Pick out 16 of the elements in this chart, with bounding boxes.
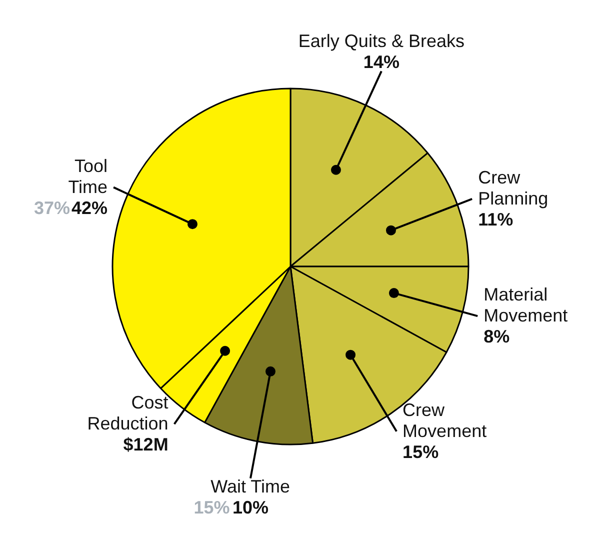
text: 37% [34,198,70,218]
slice-label: Cost Reduction [87,392,168,434]
slice-label: Crew Planning [478,167,548,208]
slice-label: Tool Time [68,156,108,197]
slice-label: Crew Movement [402,400,487,441]
data-label: 8% [484,326,510,347]
data-label: 15% [402,442,439,462]
text: $12M [123,434,168,455]
text: 42% [72,198,108,218]
data-label: 10% [232,497,268,518]
data-label: 14% [363,52,400,72]
slice-label: Wait Time [210,476,290,496]
data-label: 11% [478,209,514,230]
slice-label: Early Quits & Breaks [298,31,464,52]
slice-label: Material Movement [484,284,568,326]
text: 15% [194,497,230,518]
